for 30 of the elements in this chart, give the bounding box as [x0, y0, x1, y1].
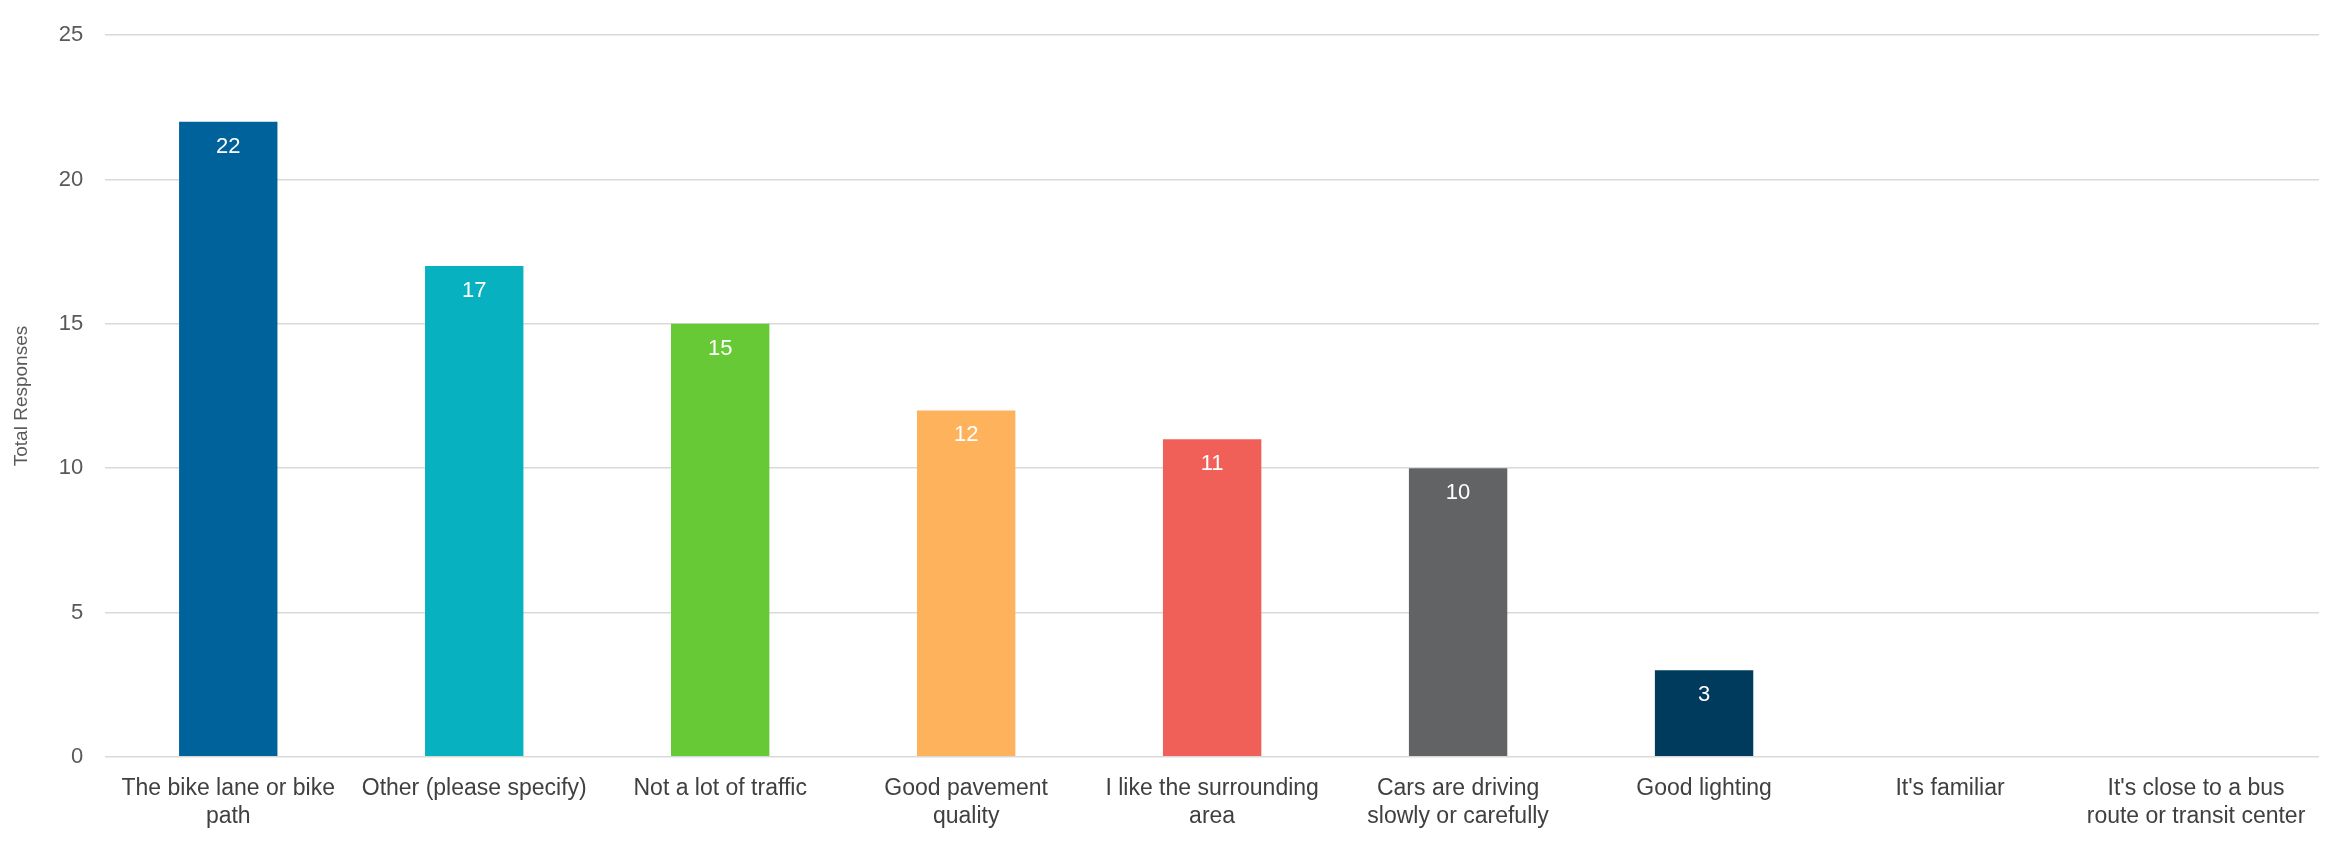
x-tick-label: Cars are driving slowly or carefully: [1367, 773, 1550, 828]
bar: [1162, 439, 1262, 757]
y-tick-label: 15: [58, 309, 84, 335]
data-label: 12: [953, 421, 979, 447]
x-tick-label: It's close to a bus route or transit center: [2086, 773, 2306, 828]
data-label: 11: [1200, 450, 1224, 476]
y-tick-label: 10: [58, 454, 84, 480]
bar: [425, 266, 524, 757]
x-tick-label: The bike lane or bike path: [121, 773, 336, 828]
y-tick-label: 0: [71, 742, 84, 768]
data-label: 15: [707, 334, 733, 360]
data-label: 17: [461, 277, 487, 303]
bar: [916, 410, 1016, 757]
data-label: 22: [216, 132, 241, 158]
y-tick-label: 20: [58, 165, 84, 191]
x-tick-label: Good lighting: [1636, 773, 1772, 800]
x-tick-label: Good pavement quality: [884, 773, 1049, 828]
bar: [1408, 468, 1508, 757]
x-tick-label: Other (please specify): [361, 773, 587, 800]
y-axis-title: Total Responses: [9, 325, 31, 467]
y-tick-label: 25: [58, 21, 84, 47]
bar: [671, 323, 770, 757]
bar: [1654, 670, 1754, 757]
x-tick-label: Not a lot of traffic: [633, 773, 807, 800]
data-label: 3: [1697, 681, 1711, 707]
bar: [179, 121, 278, 757]
x-tick-label: I like the surrounding area: [1105, 773, 1319, 828]
data-label: 10: [1445, 479, 1471, 505]
x-tick-label: It's familiar: [1895, 773, 2005, 800]
y-tick-label: 5: [71, 598, 84, 624]
